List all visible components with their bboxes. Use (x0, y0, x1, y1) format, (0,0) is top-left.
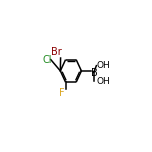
Text: B: B (91, 68, 97, 78)
Text: OH: OH (96, 60, 110, 70)
Text: F: F (59, 88, 64, 98)
Text: OH: OH (96, 77, 110, 86)
Text: Cl: Cl (42, 55, 52, 65)
Text: Br: Br (51, 47, 62, 57)
